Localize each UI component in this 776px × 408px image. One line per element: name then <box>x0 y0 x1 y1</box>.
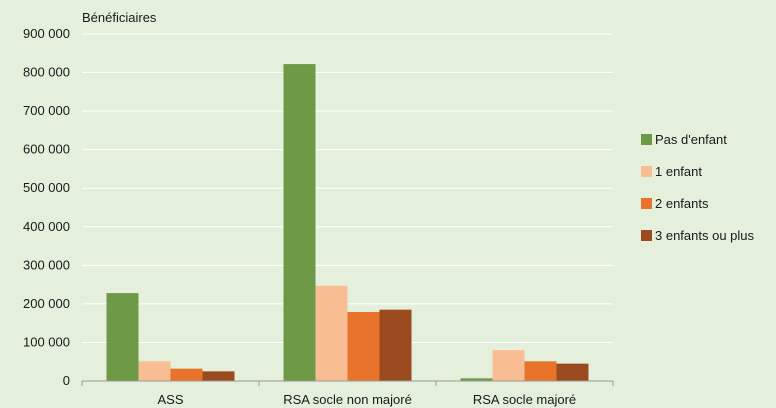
y-tick-label: 300 000 <box>23 257 70 272</box>
category-label: ASS <box>157 392 183 407</box>
bar <box>379 309 412 381</box>
bar <box>138 361 171 381</box>
x-axis <box>81 380 614 386</box>
category-labels: ASS RSA socle non majoré RSA socle majoré <box>157 392 576 407</box>
y-tick-label: 100 000 <box>23 334 70 349</box>
bar <box>347 311 380 381</box>
legend-label: 3 enfants ou plus <box>655 228 755 243</box>
bar <box>556 363 589 381</box>
legend-label: 2 enfants <box>655 196 709 211</box>
legend: Pas d'enfant 1 enfant 2 enfants 3 enfants o… <box>641 132 755 243</box>
bar <box>460 378 493 381</box>
y-tick-label: 900 000 <box>23 26 70 41</box>
bar <box>283 64 316 381</box>
legend-label: 1 enfant <box>655 164 702 179</box>
y-axis-title: Bénéficiaires <box>82 10 157 25</box>
y-tick-label: 0 <box>63 373 70 388</box>
category-label: RSA socle non majoré <box>283 392 412 407</box>
y-tick-label: 500 000 <box>23 180 70 195</box>
y-tick-label: 700 000 <box>23 103 70 118</box>
bar <box>492 350 525 381</box>
bar <box>202 371 235 381</box>
bar <box>524 361 557 381</box>
y-tick-label: 800 000 <box>23 65 70 80</box>
legend-label: Pas d'enfant <box>655 132 727 147</box>
category-label: RSA socle majoré <box>473 392 576 407</box>
bar <box>170 368 203 381</box>
bar <box>315 285 348 381</box>
legend-swatch <box>641 134 652 145</box>
gridlines <box>82 33 613 382</box>
bar <box>106 293 139 381</box>
y-tick-label: 200 000 <box>23 296 70 311</box>
y-tick-label: 600 000 <box>23 142 70 157</box>
y-tick-label: 400 000 <box>23 219 70 234</box>
y-axis-ticks: 0 100 000 200 000 300 000 400 000 500 000 600 … <box>23 26 70 388</box>
bars <box>106 64 589 381</box>
legend-swatch <box>641 230 652 241</box>
legend-swatch <box>641 198 652 209</box>
legend-swatch <box>641 166 652 177</box>
